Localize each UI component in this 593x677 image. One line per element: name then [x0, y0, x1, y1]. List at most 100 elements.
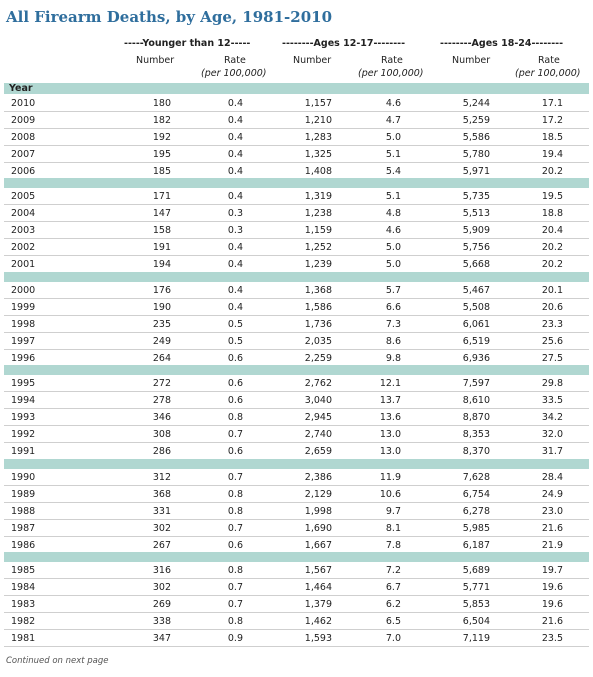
row-divider: [4, 238, 589, 239]
cell-number-12-17: 2,386: [304, 472, 332, 483]
row-divider: [4, 536, 589, 537]
cell-number-under-12: 147: [152, 208, 171, 219]
group-header-18-24: --------Ages 18-24--------: [440, 38, 564, 49]
cell-rate-12-17: 5.0: [385, 132, 401, 143]
cell-number-under-12: 158: [152, 225, 171, 236]
cell-number-12-17: 1,238: [304, 208, 332, 219]
cell-rate-12-17: 6.5: [385, 616, 401, 627]
cell-rate-12-17: 6.2: [385, 599, 401, 610]
cell-number-under-12: 267: [152, 540, 171, 551]
cell-number-12-17: 3,040: [304, 395, 332, 406]
table-row: 2001 194 0.4 1,239 5.0 5,668 20.2: [0, 256, 593, 273]
cell-number-under-12: 338: [152, 616, 171, 627]
cell-rate-18-24: 20.2: [541, 259, 563, 270]
cell-rate-under-12: 0.4: [227, 132, 243, 143]
section-divider-band: [4, 178, 589, 188]
row-divider: [4, 204, 589, 205]
cell-rate-18-24: 23.3: [541, 319, 563, 330]
cell-number-12-17: 2,762: [304, 378, 332, 389]
table-row: 1992 308 0.7 2,740 13.0 8,353 32.0: [0, 426, 593, 443]
cell-rate-12-17: 13.0: [379, 446, 401, 457]
cell-number-18-24: 5,689: [462, 565, 490, 576]
table-row: 2003 158 0.3 1,159 4.6 5,909 20.4: [0, 222, 593, 239]
cell-rate-18-24: 21.9: [541, 540, 563, 551]
cell-number-under-12: 180: [152, 98, 171, 109]
cell-rate-12-17: 5.0: [385, 259, 401, 270]
cell-rate-under-12: 0.4: [227, 302, 243, 313]
cell-number-12-17: 1,283: [304, 132, 332, 143]
table-row: 2009 182 0.4 1,210 4.7 5,259 17.2: [0, 112, 593, 129]
cell-rate-12-17: 7.2: [385, 565, 401, 576]
cell-year: 1998: [11, 319, 36, 330]
cell-rate-12-17: 8.6: [385, 336, 401, 347]
cell-number-18-24: 5,735: [462, 191, 490, 202]
cell-rate-12-17: 13.7: [379, 395, 401, 406]
row-divider: [4, 485, 589, 486]
table-row: 2008 192 0.4 1,283 5.0 5,586 18.5: [0, 129, 593, 146]
cell-number-18-24: 5,771: [462, 582, 490, 593]
table-row: 1985 316 0.8 1,567 7.2 5,689 19.7: [0, 562, 593, 579]
cell-number-18-24: 7,119: [462, 633, 490, 644]
cell-rate-18-24: 19.7: [541, 565, 563, 576]
cell-number-under-12: 191: [152, 242, 171, 253]
cell-rate-under-12: 0.4: [227, 242, 243, 253]
cell-rate-18-24: 21.6: [541, 523, 563, 534]
cell-rate-18-24: 20.2: [541, 166, 563, 177]
table-row: 1994 278 0.6 3,040 13.7 8,610 33.5: [0, 392, 593, 409]
cell-number-under-12: 190: [152, 302, 171, 313]
cell-number-under-12: 269: [152, 599, 171, 610]
table-row: 1984 302 0.7 1,464 6.7 5,771 19.6: [0, 579, 593, 596]
cell-number-under-12: 272: [152, 378, 171, 389]
cell-rate-under-12: 0.4: [227, 259, 243, 270]
cell-rate-18-24: 29.8: [541, 378, 563, 389]
cell-year: 1988: [11, 506, 36, 517]
cell-rate-18-24: 24.9: [541, 489, 563, 500]
row-divider: [4, 408, 589, 409]
cell-number-under-12: 302: [152, 582, 171, 593]
row-divider: [4, 391, 589, 392]
cell-number-under-12: 316: [152, 565, 171, 576]
cell-rate-under-12: 0.4: [227, 115, 243, 126]
cell-number-18-24: 6,187: [462, 540, 490, 551]
cell-number-12-17: 2,035: [304, 336, 332, 347]
cell-number-12-17: 1,593: [304, 633, 332, 644]
row-divider: [4, 332, 589, 333]
cell-rate-under-12: 0.7: [227, 429, 243, 440]
cell-year: 2000: [11, 285, 36, 296]
cell-number-12-17: 1,567: [304, 565, 332, 576]
cell-rate-12-17: 5.1: [385, 191, 401, 202]
cell-rate-12-17: 4.6: [385, 225, 401, 236]
cell-rate-under-12: 0.4: [227, 285, 243, 296]
cell-number-12-17: 2,740: [304, 429, 332, 440]
cell-rate-12-17: 7.3: [385, 319, 401, 330]
cell-number-18-24: 5,668: [462, 259, 490, 270]
cell-rate-18-24: 18.5: [541, 132, 563, 143]
cell-rate-18-24: 19.4: [541, 149, 563, 160]
cell-number-under-12: 192: [152, 132, 171, 143]
row-divider: [4, 612, 589, 613]
cell-number-18-24: 8,610: [462, 395, 490, 406]
table-row: 2005 171 0.4 1,319 5.1 5,735 19.5: [0, 188, 593, 205]
cell-rate-12-17: 9.7: [385, 506, 401, 517]
section-divider-band: [4, 272, 589, 282]
cell-number-18-24: 6,936: [462, 353, 490, 364]
table-row: 2002 191 0.4 1,252 5.0 5,756 20.2: [0, 239, 593, 256]
cell-year: 2007: [11, 149, 36, 160]
cell-rate-under-12: 0.6: [227, 395, 243, 406]
cell-number-18-24: 7,597: [462, 378, 490, 389]
section-divider-band: [4, 459, 589, 469]
row-divider: [4, 425, 589, 426]
table-row: 1987 302 0.7 1,690 8.1 5,985 21.6: [0, 520, 593, 537]
cell-number-under-12: 194: [152, 259, 171, 270]
cell-rate-12-17: 7.0: [385, 633, 401, 644]
cell-year: 1985: [11, 565, 36, 576]
cell-number-under-12: 347: [152, 633, 171, 644]
cell-rate-18-24: 19.5: [541, 191, 563, 202]
cell-rate-18-24: 23.5: [541, 633, 563, 644]
cell-number-12-17: 1,379: [304, 599, 332, 610]
cell-number-18-24: 8,870: [462, 412, 490, 423]
col-header-number-under-12: Number: [136, 55, 175, 66]
table-row: 1997 249 0.5 2,035 8.6 6,519 25.6: [0, 333, 593, 350]
cell-year: 1992: [11, 429, 36, 440]
row-divider: [4, 145, 589, 146]
